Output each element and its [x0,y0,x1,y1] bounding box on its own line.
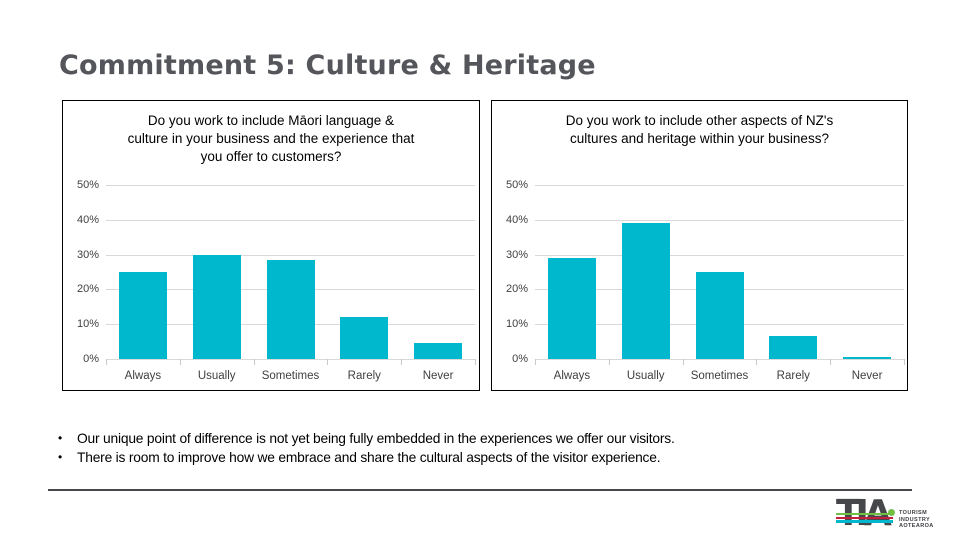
gridline [106,219,475,221]
axis-tick [327,359,329,365]
axis-tick [608,359,610,365]
chart-title: Do you work to include Māori language & … [127,113,415,164]
y-axis-label: 40% [505,213,528,226]
axis-tick [756,359,758,365]
y-axis-label: 10% [76,318,99,331]
slide-title: Commitment 5: Culture & Heritage [59,50,596,81]
bar-rarely [769,336,818,359]
bullet-item: Our unique point of difference is not ye… [56,429,675,448]
gridline [106,185,475,186]
y-axis-label: 30% [505,248,528,261]
chart-title: Do you work to include other aspects of … [565,113,834,146]
axis-tick [904,359,905,365]
axis-tick [253,359,255,365]
y-axis-label: 10% [505,318,528,331]
y-axis-label: 50% [505,179,528,191]
y-axis-label: 0% [512,353,528,365]
y-axis-label: 40% [76,213,99,226]
axis-tick [475,359,476,365]
x-axis-label: Rarely [776,370,810,382]
tia-logo: TIA TOURISM INDUSTRY AOTEAROA [836,493,946,538]
bullet-item: There is room to improve how we embrace … [56,448,675,467]
bar-never [414,343,463,359]
gridline [535,185,904,186]
bar-always [118,272,167,359]
logo-stripe-cyan [836,520,893,523]
koru-icon [888,509,895,516]
gridline [106,359,475,360]
bar-chart-nz-cultures: 0% 10% 20% 30% 40% 50% Always Usually Sometimes R… [492,101,907,390]
axis-tick [535,359,536,365]
y-axis-label: 0% [83,353,99,365]
y-axis-label: 30% [76,248,99,261]
chart-panel-maori-culture: Do you work to include Māori language & … [62,100,480,391]
logo-stripe-green [836,513,893,515]
bullet-list: Our unique point of difference is not ye… [56,429,675,467]
gridline [535,254,904,256]
axis-tick [682,359,684,365]
bar-chart-maori-culture: 0% 10% 20% 30% 40% 50% Always Usually Sometimes R… [63,101,479,390]
x-axis-label: Always [553,370,591,382]
x-axis-label: Sometimes [690,370,749,382]
bar-sometimes [695,272,744,359]
tia-logo-text: TOURISM INDUSTRY AOTEAROA [899,510,934,530]
y-axis-label: 20% [505,283,528,296]
chart-panel-nz-cultures: Do you work to include other aspects of … [491,100,908,391]
logo-stripe-red [836,516,893,519]
tia-logo-text-line: INDUSTRY [899,516,931,523]
x-axis-label: Always [124,370,162,382]
bar-usually [621,223,670,359]
y-axis-label: 50% [76,179,99,191]
bar-always [547,258,596,359]
tia-logo-text-line: TOURISM [899,510,928,516]
bar-sometimes [266,259,315,359]
gridline [535,359,904,360]
y-axis-label: 20% [76,283,99,296]
axis-tick [179,359,181,365]
x-axis-label: Sometimes [261,370,320,382]
bar-usually [192,254,241,359]
x-axis-label: Never [422,370,454,382]
gridline [535,219,904,221]
bar-never [843,356,892,359]
bar-rarely [340,317,389,359]
tia-logo-text-line: AOTEAROA [899,523,934,529]
gridline [106,254,475,256]
footer-divider [48,489,912,491]
x-axis-label: Usually [197,370,236,382]
x-axis-label: Usually [626,370,665,382]
axis-tick [401,359,403,365]
x-axis-label: Rarely [347,370,381,382]
x-axis-label: Never [851,370,883,382]
axis-tick [106,359,107,365]
axis-tick [830,359,832,365]
